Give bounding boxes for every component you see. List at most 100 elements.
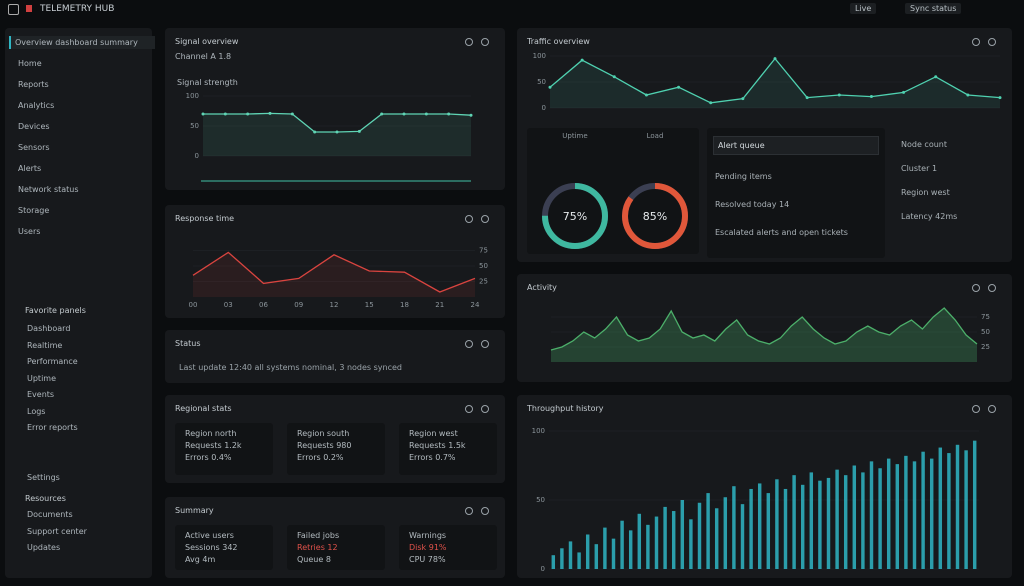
queue-line: Escalated alerts and open tickets (715, 228, 848, 237)
point (837, 93, 841, 97)
menu-icon[interactable] (26, 5, 32, 12)
nav-item[interactable]: Logs (27, 406, 46, 416)
bar (654, 516, 659, 569)
bar (843, 475, 848, 569)
panel-icon[interactable] (465, 340, 473, 348)
bar (611, 538, 616, 569)
point (402, 112, 406, 116)
point (223, 112, 227, 116)
y-tick-label: 50 (537, 78, 546, 86)
point (357, 129, 361, 133)
point (805, 96, 809, 100)
nav-item[interactable]: Support center (27, 526, 87, 536)
nav-item[interactable]: Error reports (27, 423, 78, 432)
card: Warnings Disk 91% CPU 78% (399, 525, 497, 570)
group-title[interactable]: Favorite panels (25, 306, 86, 315)
nav-item[interactable]: Sensors (18, 143, 50, 152)
panel: Response time 25 50 75 00 03 06 09 12 15 18 21 24 (165, 205, 505, 318)
nav-item[interactable]: Users (18, 227, 41, 236)
chart: Uptime 75% Load 85% (542, 132, 688, 249)
bar (560, 548, 564, 569)
panel: Regional stats Region north Requests 1.2k E… (165, 395, 505, 483)
panel-icon[interactable] (465, 405, 473, 413)
point (709, 101, 713, 105)
panel-icon[interactable] (988, 405, 996, 413)
bar (585, 534, 590, 569)
point (580, 58, 584, 62)
nav-item[interactable]: Network status (18, 185, 79, 194)
queue-title[interactable]: Alert queue (713, 136, 879, 155)
nav-item[interactable]: Home (18, 59, 42, 68)
point (902, 90, 906, 94)
bar (818, 480, 822, 569)
bar (861, 472, 865, 569)
nav-item[interactable]: Realtime (27, 340, 63, 350)
top-action[interactable]: Sync status (905, 3, 962, 14)
panel-icon[interactable] (481, 507, 489, 515)
y-tick-label: 100 (533, 52, 546, 60)
nav-item[interactable]: Settings (27, 473, 60, 482)
y-tick-label: 50 (536, 496, 545, 504)
x-tick-label: 24 (471, 301, 480, 309)
bar (929, 458, 934, 569)
bar (749, 488, 753, 569)
y-tick-label: 50 (190, 122, 199, 130)
nav-item[interactable]: Overview dashboard summary (9, 36, 155, 49)
panel-icon[interactable] (972, 38, 980, 46)
panel-icon[interactable] (481, 340, 489, 348)
bar (766, 493, 771, 569)
card-line: Avg 4m (185, 555, 216, 564)
nav-item[interactable]: Uptime (27, 373, 57, 383)
bar (740, 504, 745, 569)
nav-item[interactable]: Updates (27, 543, 61, 552)
top-action[interactable]: Live (850, 3, 877, 14)
panel-icon[interactable] (481, 215, 489, 223)
nav-item[interactable]: Performance (27, 357, 78, 366)
panel-subtitle: Channel A 1.8 (175, 52, 232, 61)
donut-arc (542, 183, 608, 249)
bar (964, 450, 968, 569)
nav-item[interactable]: Dashboard (27, 324, 71, 333)
nav-item[interactable]: Reports (18, 80, 49, 89)
x-tick-label: 00 (189, 301, 198, 309)
card: Region south Requests 980 Errors 0.2% (287, 423, 385, 475)
panel-icon[interactable] (988, 38, 996, 46)
bar (714, 508, 719, 569)
panel-icon[interactable] (465, 38, 473, 46)
nav-item[interactable]: Analytics (18, 101, 55, 110)
nav-item[interactable]: Storage (18, 206, 50, 215)
nav-item[interactable]: Alerts (18, 164, 42, 173)
point (934, 75, 938, 79)
nav-item[interactable]: Documents (27, 510, 73, 519)
bar (551, 555, 556, 569)
panel-icon[interactable] (465, 215, 473, 223)
panel-icon[interactable] (465, 507, 473, 515)
bar (706, 493, 710, 569)
bar (921, 451, 925, 569)
nav-item[interactable]: Devices (18, 122, 50, 131)
panel-icon[interactable] (988, 284, 996, 292)
point (447, 112, 451, 116)
panel-title: Activity (527, 283, 557, 292)
donut-box: Uptime 75% Load 85% (527, 128, 699, 254)
panel-icon[interactable] (481, 405, 489, 413)
y-tick-label: 50 (479, 262, 488, 270)
panel-title: Regional stats (175, 404, 232, 413)
point (246, 112, 250, 116)
x-tick-label: 21 (435, 301, 444, 309)
point (741, 97, 745, 101)
bar (809, 472, 814, 569)
nav-item[interactable]: Events (27, 390, 55, 399)
panel-icon[interactable] (972, 284, 980, 292)
panel: Signal overview Channel A 1.8 Signal stren… (165, 28, 505, 190)
panel-icon[interactable] (972, 405, 980, 413)
panel: Traffic overview 0 50 100 Uptime 75% Load 85% Al… (517, 28, 1012, 262)
panel: Throughput history 0 50 100 (517, 395, 1012, 578)
bar (628, 530, 633, 569)
group-title[interactable]: Resources (25, 494, 66, 503)
panel: Summary Active users Sessions 342 Avg 4m Fai… (165, 497, 505, 578)
panel-icon[interactable] (481, 38, 489, 46)
side-line: Cluster 1 (901, 164, 938, 173)
donut-arc (622, 183, 688, 249)
bar (852, 465, 857, 569)
